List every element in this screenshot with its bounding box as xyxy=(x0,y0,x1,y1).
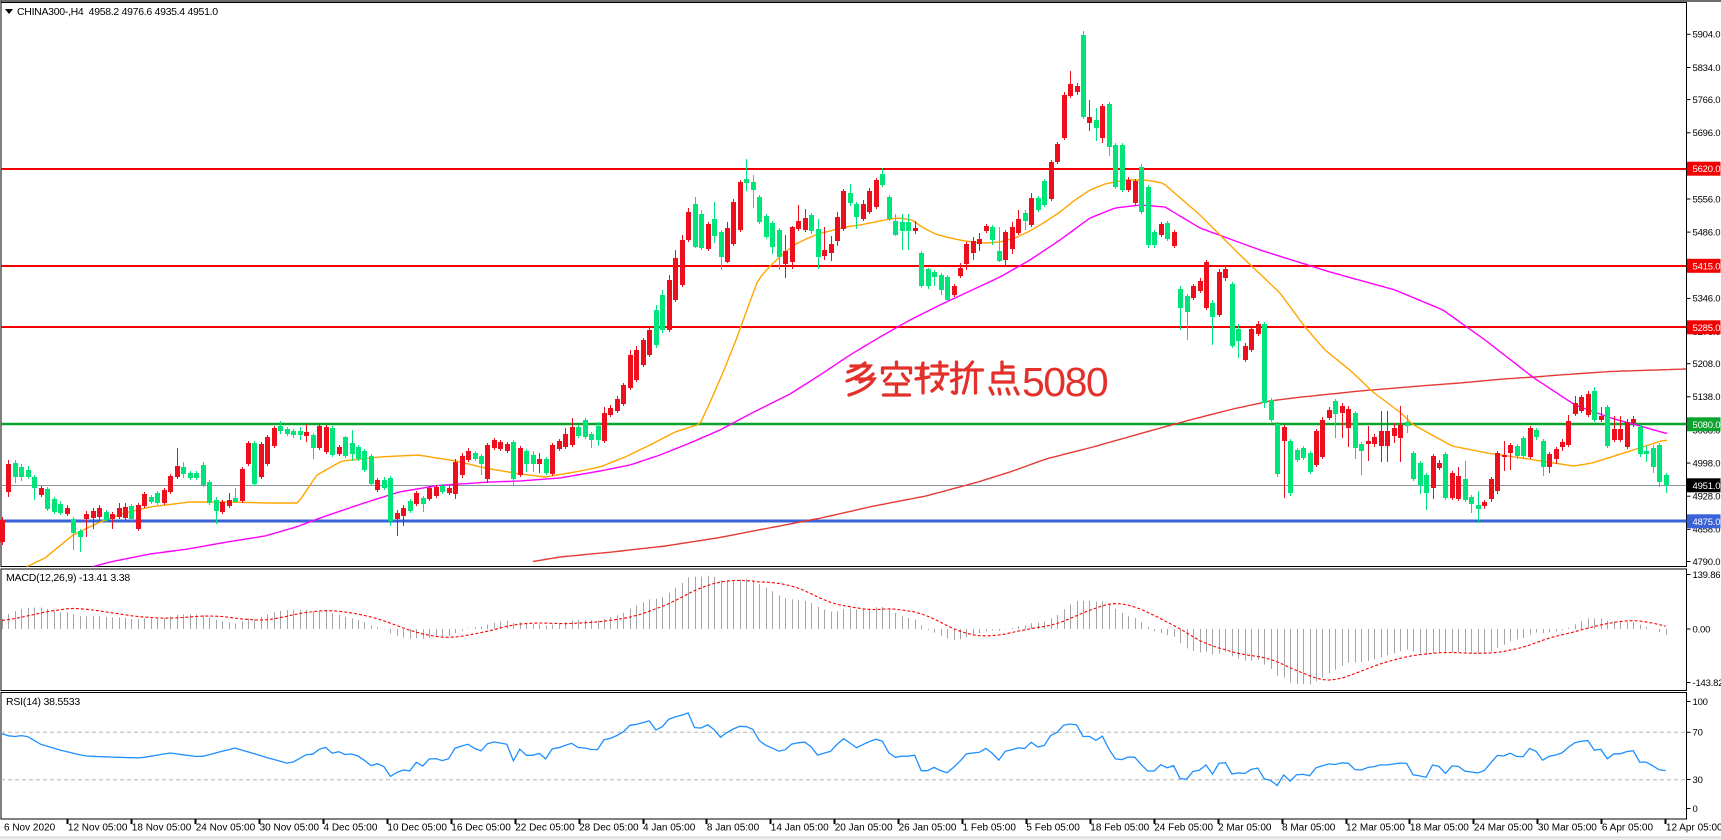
svg-text:4 Dec 05:00: 4 Dec 05:00 xyxy=(324,823,378,834)
svg-text:5696.0: 5696.0 xyxy=(1693,128,1721,139)
svg-text:18 Nov 05:00: 18 Nov 05:00 xyxy=(132,823,192,834)
svg-text:5766.0: 5766.0 xyxy=(1693,95,1721,106)
svg-text:CHINA300-,H4 4958.2 4976.6 49: CHINA300-,H4 4958.2 4976.6 4935.4 4951.0 xyxy=(17,6,218,18)
svg-text:RSI(14) 38.5533: RSI(14) 38.5533 xyxy=(6,696,80,708)
svg-text:8 Jan 05:00: 8 Jan 05:00 xyxy=(707,823,760,834)
svg-text:4875.0: 4875.0 xyxy=(1693,517,1721,528)
svg-text:24 Mar 05:00: 24 Mar 05:00 xyxy=(1474,823,1533,834)
svg-text:5 Feb 05:00: 5 Feb 05:00 xyxy=(1026,823,1080,834)
svg-text:24 Feb 05:00: 24 Feb 05:00 xyxy=(1154,823,1213,834)
svg-text:2 Mar 05:00: 2 Mar 05:00 xyxy=(1218,823,1272,834)
svg-text:12 Apr 05:00: 12 Apr 05:00 xyxy=(1666,823,1721,834)
svg-text:5208.0: 5208.0 xyxy=(1693,359,1721,370)
svg-text:8 Mar 05:00: 8 Mar 05:00 xyxy=(1282,823,1336,834)
svg-text:100: 100 xyxy=(1693,697,1708,708)
svg-text:18 Feb 05:00: 18 Feb 05:00 xyxy=(1090,823,1149,834)
svg-text:4928.0: 4928.0 xyxy=(1693,492,1721,503)
svg-text:22 Dec 05:00: 22 Dec 05:00 xyxy=(515,823,575,834)
svg-text:5346.0: 5346.0 xyxy=(1693,294,1721,305)
svg-text:26 Jan 05:00: 26 Jan 05:00 xyxy=(899,823,957,834)
svg-text:5415.0: 5415.0 xyxy=(1693,261,1721,272)
svg-text:14 Jan 05:00: 14 Jan 05:00 xyxy=(771,823,829,834)
svg-text:1 Feb 05:00: 1 Feb 05:00 xyxy=(963,823,1017,834)
svg-text:5486.0: 5486.0 xyxy=(1693,227,1721,238)
svg-text:MACD(12,26,9) -13.41 3.38: MACD(12,26,9) -13.41 3.38 xyxy=(6,572,130,584)
svg-text:70: 70 xyxy=(1693,728,1703,739)
svg-text:0: 0 xyxy=(1693,804,1698,815)
svg-text:10 Dec 05:00: 10 Dec 05:00 xyxy=(387,823,447,834)
svg-text:5285.0: 5285.0 xyxy=(1693,323,1721,334)
svg-text:139.86: 139.86 xyxy=(1693,570,1721,581)
svg-text:20 Jan 05:00: 20 Jan 05:00 xyxy=(835,823,893,834)
svg-text:5556.0: 5556.0 xyxy=(1693,194,1721,205)
svg-text:5834.0: 5834.0 xyxy=(1693,63,1721,74)
svg-text:18 Mar 05:00: 18 Mar 05:00 xyxy=(1410,823,1469,834)
svg-text:16 Dec 05:00: 16 Dec 05:00 xyxy=(451,823,511,834)
svg-text:12 Nov 05:00: 12 Nov 05:00 xyxy=(68,823,128,834)
svg-text:-143.82: -143.82 xyxy=(1693,678,1721,689)
svg-text:0.00: 0.00 xyxy=(1693,624,1711,635)
svg-text:5138.0: 5138.0 xyxy=(1693,392,1721,403)
svg-text:28 Dec 05:00: 28 Dec 05:00 xyxy=(579,823,639,834)
svg-text:12 Mar 05:00: 12 Mar 05:00 xyxy=(1346,823,1405,834)
svg-text:4 Jan 05:00: 4 Jan 05:00 xyxy=(643,823,696,834)
svg-text:4951.0: 4951.0 xyxy=(1693,481,1721,492)
svg-text:5620.0: 5620.0 xyxy=(1693,164,1721,175)
svg-text:4790.0: 4790.0 xyxy=(1693,557,1721,568)
svg-text:30 Nov 05:00: 30 Nov 05:00 xyxy=(260,823,320,834)
svg-text:30 Mar 05:00: 30 Mar 05:00 xyxy=(1538,823,1597,834)
svg-text:6 Nov 2020: 6 Nov 2020 xyxy=(4,823,56,834)
svg-text:5080.0: 5080.0 xyxy=(1693,420,1721,431)
svg-text:24 Nov 05:00: 24 Nov 05:00 xyxy=(196,823,256,834)
svg-text:5080: 5080 xyxy=(1022,359,1108,405)
svg-text:5904.0: 5904.0 xyxy=(1693,30,1721,41)
svg-text:6 Apr 05:00: 6 Apr 05:00 xyxy=(1602,823,1654,834)
svg-text:30: 30 xyxy=(1693,775,1703,786)
svg-text:4858.0: 4858.0 xyxy=(1693,525,1721,536)
svg-text:4998.0: 4998.0 xyxy=(1693,458,1721,469)
